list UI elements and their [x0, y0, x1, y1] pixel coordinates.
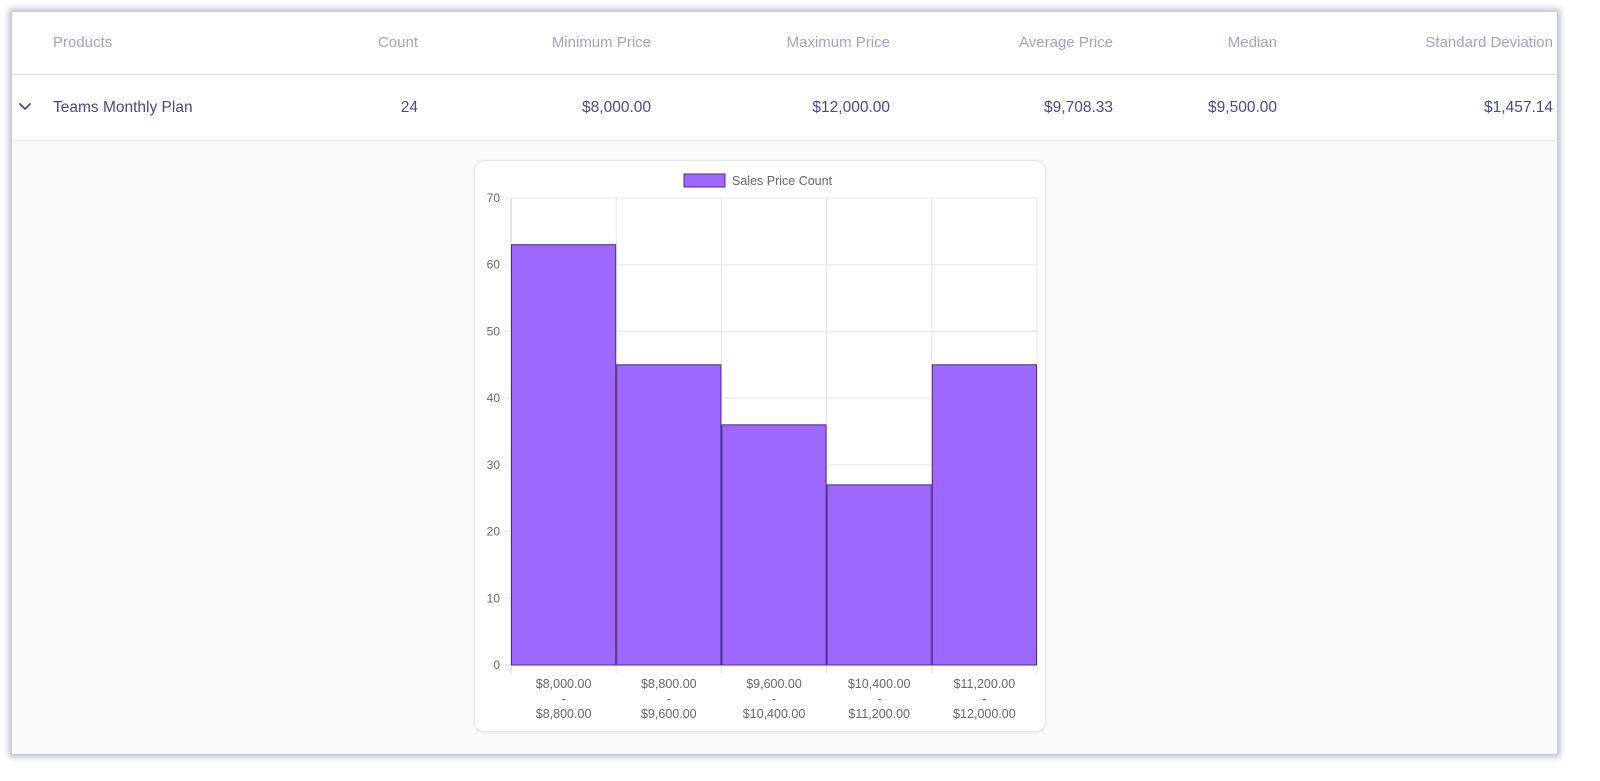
header-average-price[interactable]: Average Price	[1019, 34, 1113, 51]
x-tick-label: -	[562, 692, 566, 706]
x-tick-label: $10,400.00	[743, 707, 806, 721]
x-tick-label: $8,000.00	[536, 677, 592, 691]
header-count[interactable]: Count	[377, 34, 418, 51]
header-products[interactable]: Products	[53, 34, 113, 51]
y-tick-label: 10	[487, 591, 501, 605]
header-maximum-price[interactable]: Maximum Price	[786, 34, 890, 51]
header-standard-deviation[interactable]: Standard Deviation	[1425, 34, 1553, 51]
histogram-bar	[826, 484, 932, 666]
header-median[interactable]: Median	[1227, 34, 1277, 51]
histogram-card: 0 10 20 30 40 50 60 70 $8,000.00- $8,800.00 $8,800…	[474, 160, 1046, 732]
legend-label: Sales Price Count	[732, 174, 833, 188]
product-count: 24	[400, 99, 418, 116]
table-header: Products Count Minimum Price Maximum Pri…	[12, 12, 1557, 75]
x-tick-label: -	[982, 692, 986, 706]
y-tick-label: 30	[487, 458, 501, 472]
x-tick-label: $11,200.00	[954, 677, 1016, 691]
x-tick-label: $8,800.00	[641, 677, 697, 691]
minimum-price-value: $8,000.00	[582, 99, 651, 116]
y-tick-label: 20	[487, 525, 501, 539]
x-tick-label: $11,200.00	[848, 707, 910, 721]
x-tick-label: $8,800.00	[536, 707, 592, 721]
x-tick-label: $9,600.00	[746, 677, 802, 691]
y-tick-label: 60	[487, 258, 501, 272]
histogram-bar	[511, 244, 617, 666]
x-tick-label: $10,400.00	[848, 677, 911, 691]
average-price-value: $9,708.33	[1044, 99, 1113, 116]
x-tick-label: -	[667, 692, 671, 706]
legend-swatch	[683, 173, 726, 188]
x-tick-label: $12,000.00	[953, 707, 1016, 721]
app-window: Products Count Minimum Price Maximum Pri…	[11, 11, 1558, 755]
histogram-bar	[616, 364, 722, 666]
histogram-chart: 010203040506070$8,000.00-$8,800.00$8,800…	[487, 173, 1038, 721]
header-minimum-price[interactable]: Minimum Price	[551, 34, 651, 51]
product-name: Teams Monthly Plan	[53, 99, 193, 116]
standard-deviation-value: $1,457.14	[1484, 99, 1553, 116]
histogram-bar	[931, 364, 1037, 666]
maximum-price-value: $12,000.00	[812, 99, 890, 116]
y-tick-label: 50	[487, 324, 501, 338]
y-tick-label: 40	[487, 391, 501, 405]
x-tick-label: -	[772, 692, 776, 706]
y-tick-label: 70	[487, 191, 501, 205]
chevron-down-icon[interactable]	[16, 98, 34, 116]
table-row[interactable]: Teams Monthly Plan 24 $8,000.00 $12,000.…	[12, 75, 1557, 141]
histogram-bar	[721, 424, 827, 666]
y-tick-label: 0	[493, 658, 500, 672]
x-tick-label: $9,600.00	[641, 707, 697, 721]
median-value: $9,500.00	[1208, 99, 1277, 116]
x-tick-label: -	[877, 692, 881, 706]
